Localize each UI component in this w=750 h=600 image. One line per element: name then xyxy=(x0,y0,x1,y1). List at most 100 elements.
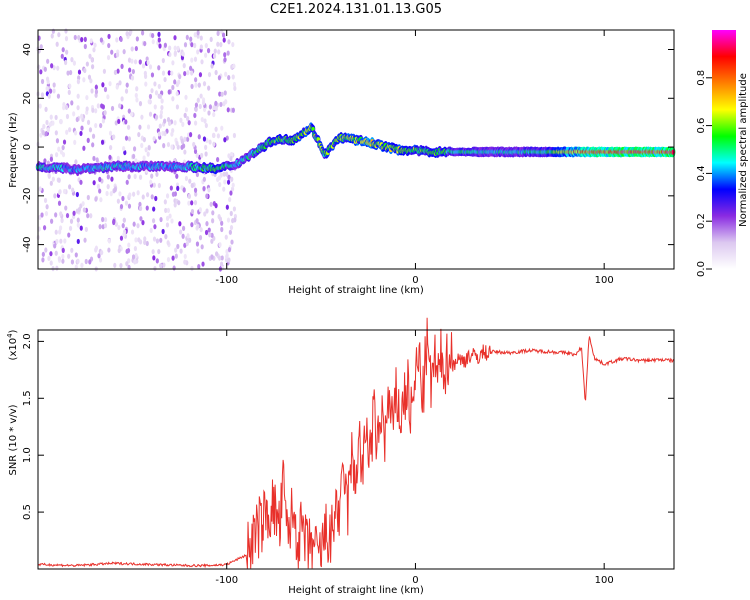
spectral-speckle xyxy=(155,238,160,244)
spectral-speckle xyxy=(61,144,65,151)
spectral-speckle xyxy=(173,79,177,85)
spectral-speckle xyxy=(53,193,57,199)
spectral-speckle xyxy=(106,94,110,100)
spectral-speckle xyxy=(85,106,89,112)
spectral-speckle xyxy=(193,148,198,155)
spectral-speckle xyxy=(55,41,59,47)
spectral-speckle xyxy=(220,226,224,233)
spectral-speckle xyxy=(64,104,69,110)
spectral-speckle xyxy=(187,120,191,126)
spectral-speckle xyxy=(133,59,138,65)
spectral-speckle xyxy=(52,82,56,88)
spectral-speckle xyxy=(94,196,98,202)
spectral-speckle xyxy=(203,118,207,124)
spectral-speckle xyxy=(205,208,209,214)
spectral-speckle xyxy=(201,100,206,106)
spectral-speckle xyxy=(87,74,92,80)
spectral-speckle xyxy=(38,186,42,192)
spectral-speckle xyxy=(116,155,120,161)
spectral-speckle xyxy=(136,223,140,229)
spectral-speckle xyxy=(186,70,190,76)
spectral-speckle xyxy=(225,171,229,177)
spectral-speckle xyxy=(57,146,61,152)
spectral-speckle xyxy=(61,152,66,158)
spectral-speckle xyxy=(108,154,112,160)
spectral-speckle xyxy=(47,173,51,179)
spectral-speckle xyxy=(116,68,120,74)
spectral-speckle xyxy=(67,232,71,238)
spectral-speckle xyxy=(119,203,124,210)
spectral-speckle xyxy=(224,234,228,240)
spectral-speckle xyxy=(39,69,43,75)
spectral-speckle xyxy=(160,98,164,104)
spectral-speckle xyxy=(89,38,93,44)
spectral-speckle xyxy=(175,104,180,110)
spectral-speckle xyxy=(49,156,53,162)
spectral-speckle xyxy=(49,260,53,266)
spectral-speckle xyxy=(64,36,69,42)
spectral-speckle xyxy=(223,179,227,185)
spectral-speckle xyxy=(166,117,171,123)
spectral-speckle xyxy=(160,104,164,111)
spectral-speckle xyxy=(183,136,187,142)
spectral-speckle xyxy=(204,42,208,49)
spectral-speckle xyxy=(200,244,204,250)
spectral-speckle xyxy=(128,67,132,73)
spectral-speckle xyxy=(166,207,170,213)
spectral-speckle xyxy=(109,191,113,197)
spectral-speckle xyxy=(108,81,112,87)
spectral-speckle xyxy=(67,253,71,259)
spectral-speckle xyxy=(138,124,142,130)
spectral-speckle xyxy=(168,213,172,219)
spectral-speckle xyxy=(72,60,77,66)
spectral-speckle xyxy=(57,32,61,38)
spectral-speckle xyxy=(166,141,171,148)
spectral-speckle xyxy=(118,80,122,86)
spectral-speckle xyxy=(131,254,136,260)
spectral-speckle xyxy=(101,216,105,223)
spectral-speckle xyxy=(149,179,153,185)
spectral-speckle xyxy=(173,50,177,56)
spectral-speckle xyxy=(226,179,231,185)
spectral-speckle xyxy=(83,36,87,42)
spectral-speckle xyxy=(98,224,102,230)
spectral-speckle xyxy=(51,120,55,126)
spectral-speckle xyxy=(66,70,70,76)
spectral-speckle xyxy=(128,192,132,198)
spectral-speckle xyxy=(54,114,58,121)
spectral-speckle xyxy=(231,182,235,188)
spectral-speckle xyxy=(151,218,156,224)
colorbar-gradient xyxy=(712,30,736,269)
spectral-speckle xyxy=(48,122,52,128)
spectral-speckle xyxy=(82,207,86,213)
spectral-speckle xyxy=(69,69,73,76)
snr-panel: -100 0 100 0.5 1.0 1.5 2.0 Height of straight… xyxy=(6,317,675,596)
spectral-speckle xyxy=(88,259,92,265)
spectral-speckle xyxy=(52,88,56,94)
spectral-speckle xyxy=(115,84,119,90)
spectral-speckle xyxy=(176,243,180,250)
spectral-speckle xyxy=(157,93,161,99)
spectral-speckle xyxy=(116,198,120,204)
spectral-speckle xyxy=(73,139,77,145)
spectral-speckle xyxy=(65,212,70,219)
spectral-speckle xyxy=(141,220,145,226)
spectral-speckle xyxy=(171,255,175,261)
spectral-speckle xyxy=(202,185,206,192)
spectral-speckle xyxy=(130,111,134,117)
spectral-speckle xyxy=(117,247,121,254)
spectral-speckle xyxy=(65,129,69,135)
spectral-speckle xyxy=(70,259,75,265)
spectral-speckle xyxy=(61,258,65,264)
spectral-speckle xyxy=(223,90,227,96)
spectral-speckle xyxy=(62,139,67,145)
spectral-speckle xyxy=(64,205,68,211)
spectral-speckle xyxy=(43,66,47,72)
spectral-speckle xyxy=(194,77,198,83)
spectral-speckle xyxy=(196,49,200,55)
spectral-speckle xyxy=(175,173,179,179)
spectral-speckle xyxy=(65,49,69,55)
spectral-speckle xyxy=(185,34,189,41)
spectral-speckle xyxy=(107,42,111,49)
spectral-speckle xyxy=(180,138,184,144)
